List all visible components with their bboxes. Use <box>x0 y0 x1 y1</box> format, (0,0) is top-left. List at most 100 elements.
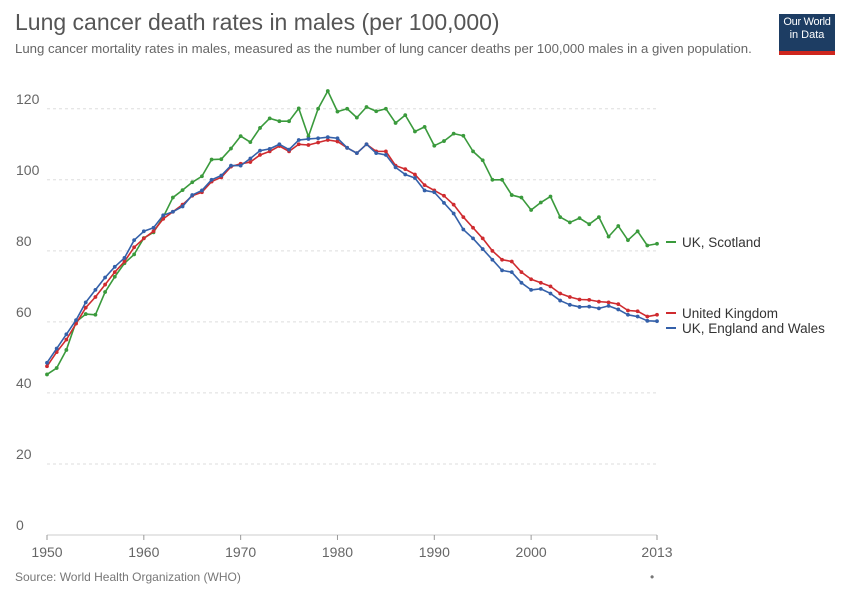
data-point[interactable] <box>606 300 611 305</box>
data-point[interactable] <box>296 106 301 111</box>
data-point[interactable] <box>238 163 243 168</box>
data-point[interactable] <box>93 288 98 292</box>
data-point[interactable] <box>103 282 107 287</box>
data-point[interactable] <box>335 139 340 144</box>
data-point[interactable] <box>364 142 369 147</box>
data-point[interactable] <box>248 160 253 164</box>
data-point[interactable] <box>122 259 127 264</box>
data-point[interactable] <box>529 277 534 282</box>
data-point[interactable] <box>567 295 572 299</box>
data-point[interactable] <box>335 109 340 114</box>
data-point[interactable] <box>238 134 243 139</box>
data-point[interactable] <box>548 291 553 296</box>
data-point[interactable] <box>93 312 98 317</box>
data-point[interactable] <box>325 135 330 140</box>
series-line[interactable] <box>46 90 658 376</box>
data-point[interactable] <box>200 188 204 193</box>
data-point[interactable] <box>170 195 175 200</box>
data-point[interactable] <box>161 216 166 221</box>
data-point[interactable] <box>616 302 621 307</box>
data-point[interactable] <box>296 142 301 147</box>
data-point[interactable] <box>577 305 582 309</box>
data-point[interactable] <box>626 312 630 317</box>
data-point[interactable] <box>403 113 408 118</box>
data-point[interactable] <box>519 270 524 275</box>
data-point[interactable] <box>209 177 214 182</box>
data-point[interactable] <box>616 224 621 228</box>
source-note[interactable]: Source: World Health Organization (WHO) <box>15 570 241 584</box>
data-point[interactable] <box>606 303 611 308</box>
owid-logo[interactable]: Our World in Data <box>779 14 835 55</box>
data-point[interactable] <box>509 193 514 197</box>
data-point[interactable] <box>403 167 408 172</box>
data-point[interactable] <box>258 126 262 130</box>
data-point[interactable] <box>442 139 446 143</box>
data-point[interactable] <box>480 158 485 163</box>
data-point[interactable] <box>500 268 504 273</box>
data-point[interactable] <box>461 215 466 219</box>
data-point[interactable] <box>132 252 137 257</box>
data-point[interactable] <box>287 119 291 124</box>
data-point[interactable] <box>558 298 563 303</box>
data-point[interactable] <box>122 256 127 260</box>
data-point[interactable] <box>645 318 650 323</box>
data-point[interactable] <box>587 304 592 309</box>
data-point[interactable] <box>616 307 621 312</box>
data-point[interactable] <box>93 295 98 299</box>
data-point[interactable] <box>442 200 446 205</box>
data-point[interactable] <box>597 215 601 219</box>
data-point[interactable] <box>306 137 311 141</box>
data-point[interactable] <box>490 248 495 253</box>
data-point[interactable] <box>83 300 88 305</box>
data-point[interactable] <box>83 305 88 310</box>
data-point[interactable] <box>151 229 156 234</box>
data-point[interactable] <box>74 318 78 323</box>
data-point[interactable] <box>170 209 175 214</box>
data-point[interactable] <box>296 138 301 142</box>
data-point[interactable] <box>490 257 495 262</box>
data-point[interactable] <box>509 270 514 275</box>
data-point[interactable] <box>548 194 553 199</box>
data-point[interactable] <box>490 177 495 182</box>
data-point[interactable] <box>422 188 427 193</box>
data-point[interactable] <box>538 286 543 291</box>
data-point[interactable] <box>461 227 466 232</box>
data-point[interactable] <box>567 220 572 225</box>
data-point[interactable] <box>103 275 107 280</box>
data-point[interactable] <box>393 121 398 125</box>
data-point[interactable] <box>587 297 592 302</box>
data-point[interactable] <box>180 204 185 209</box>
legend-item-uk-scotland[interactable]: UK, Scotland <box>666 235 761 250</box>
data-point[interactable] <box>83 312 88 316</box>
data-point[interactable] <box>645 243 650 248</box>
data-point[interactable] <box>219 173 224 178</box>
data-point[interactable] <box>190 193 195 197</box>
data-point[interactable] <box>422 124 427 129</box>
data-point[interactable] <box>132 245 137 250</box>
data-point[interactable] <box>471 149 475 154</box>
data-point[interactable] <box>500 257 504 262</box>
data-point[interactable] <box>141 229 146 234</box>
data-point[interactable] <box>587 222 592 227</box>
data-point[interactable] <box>277 119 282 124</box>
data-point[interactable] <box>316 140 321 145</box>
data-point[interactable] <box>374 151 379 156</box>
data-point[interactable] <box>558 215 563 219</box>
data-point[interactable] <box>461 133 466 138</box>
data-point[interactable] <box>577 297 582 302</box>
data-point[interactable] <box>451 131 456 136</box>
data-point[interactable] <box>64 332 69 337</box>
data-point[interactable] <box>209 157 214 162</box>
legend-item-uk-england-and-wales[interactable]: UK, England and Wales <box>666 321 825 336</box>
data-point[interactable] <box>383 149 388 154</box>
data-point[interactable] <box>597 306 601 311</box>
data-point[interactable] <box>354 115 359 120</box>
data-point[interactable] <box>538 280 543 285</box>
data-point[interactable] <box>403 172 408 177</box>
data-point[interactable] <box>626 308 630 313</box>
series-uk-scotland[interactable] <box>45 89 659 377</box>
data-point[interactable] <box>112 274 117 279</box>
data-point[interactable] <box>635 314 640 319</box>
data-point[interactable] <box>180 188 185 193</box>
data-point[interactable] <box>54 346 59 351</box>
